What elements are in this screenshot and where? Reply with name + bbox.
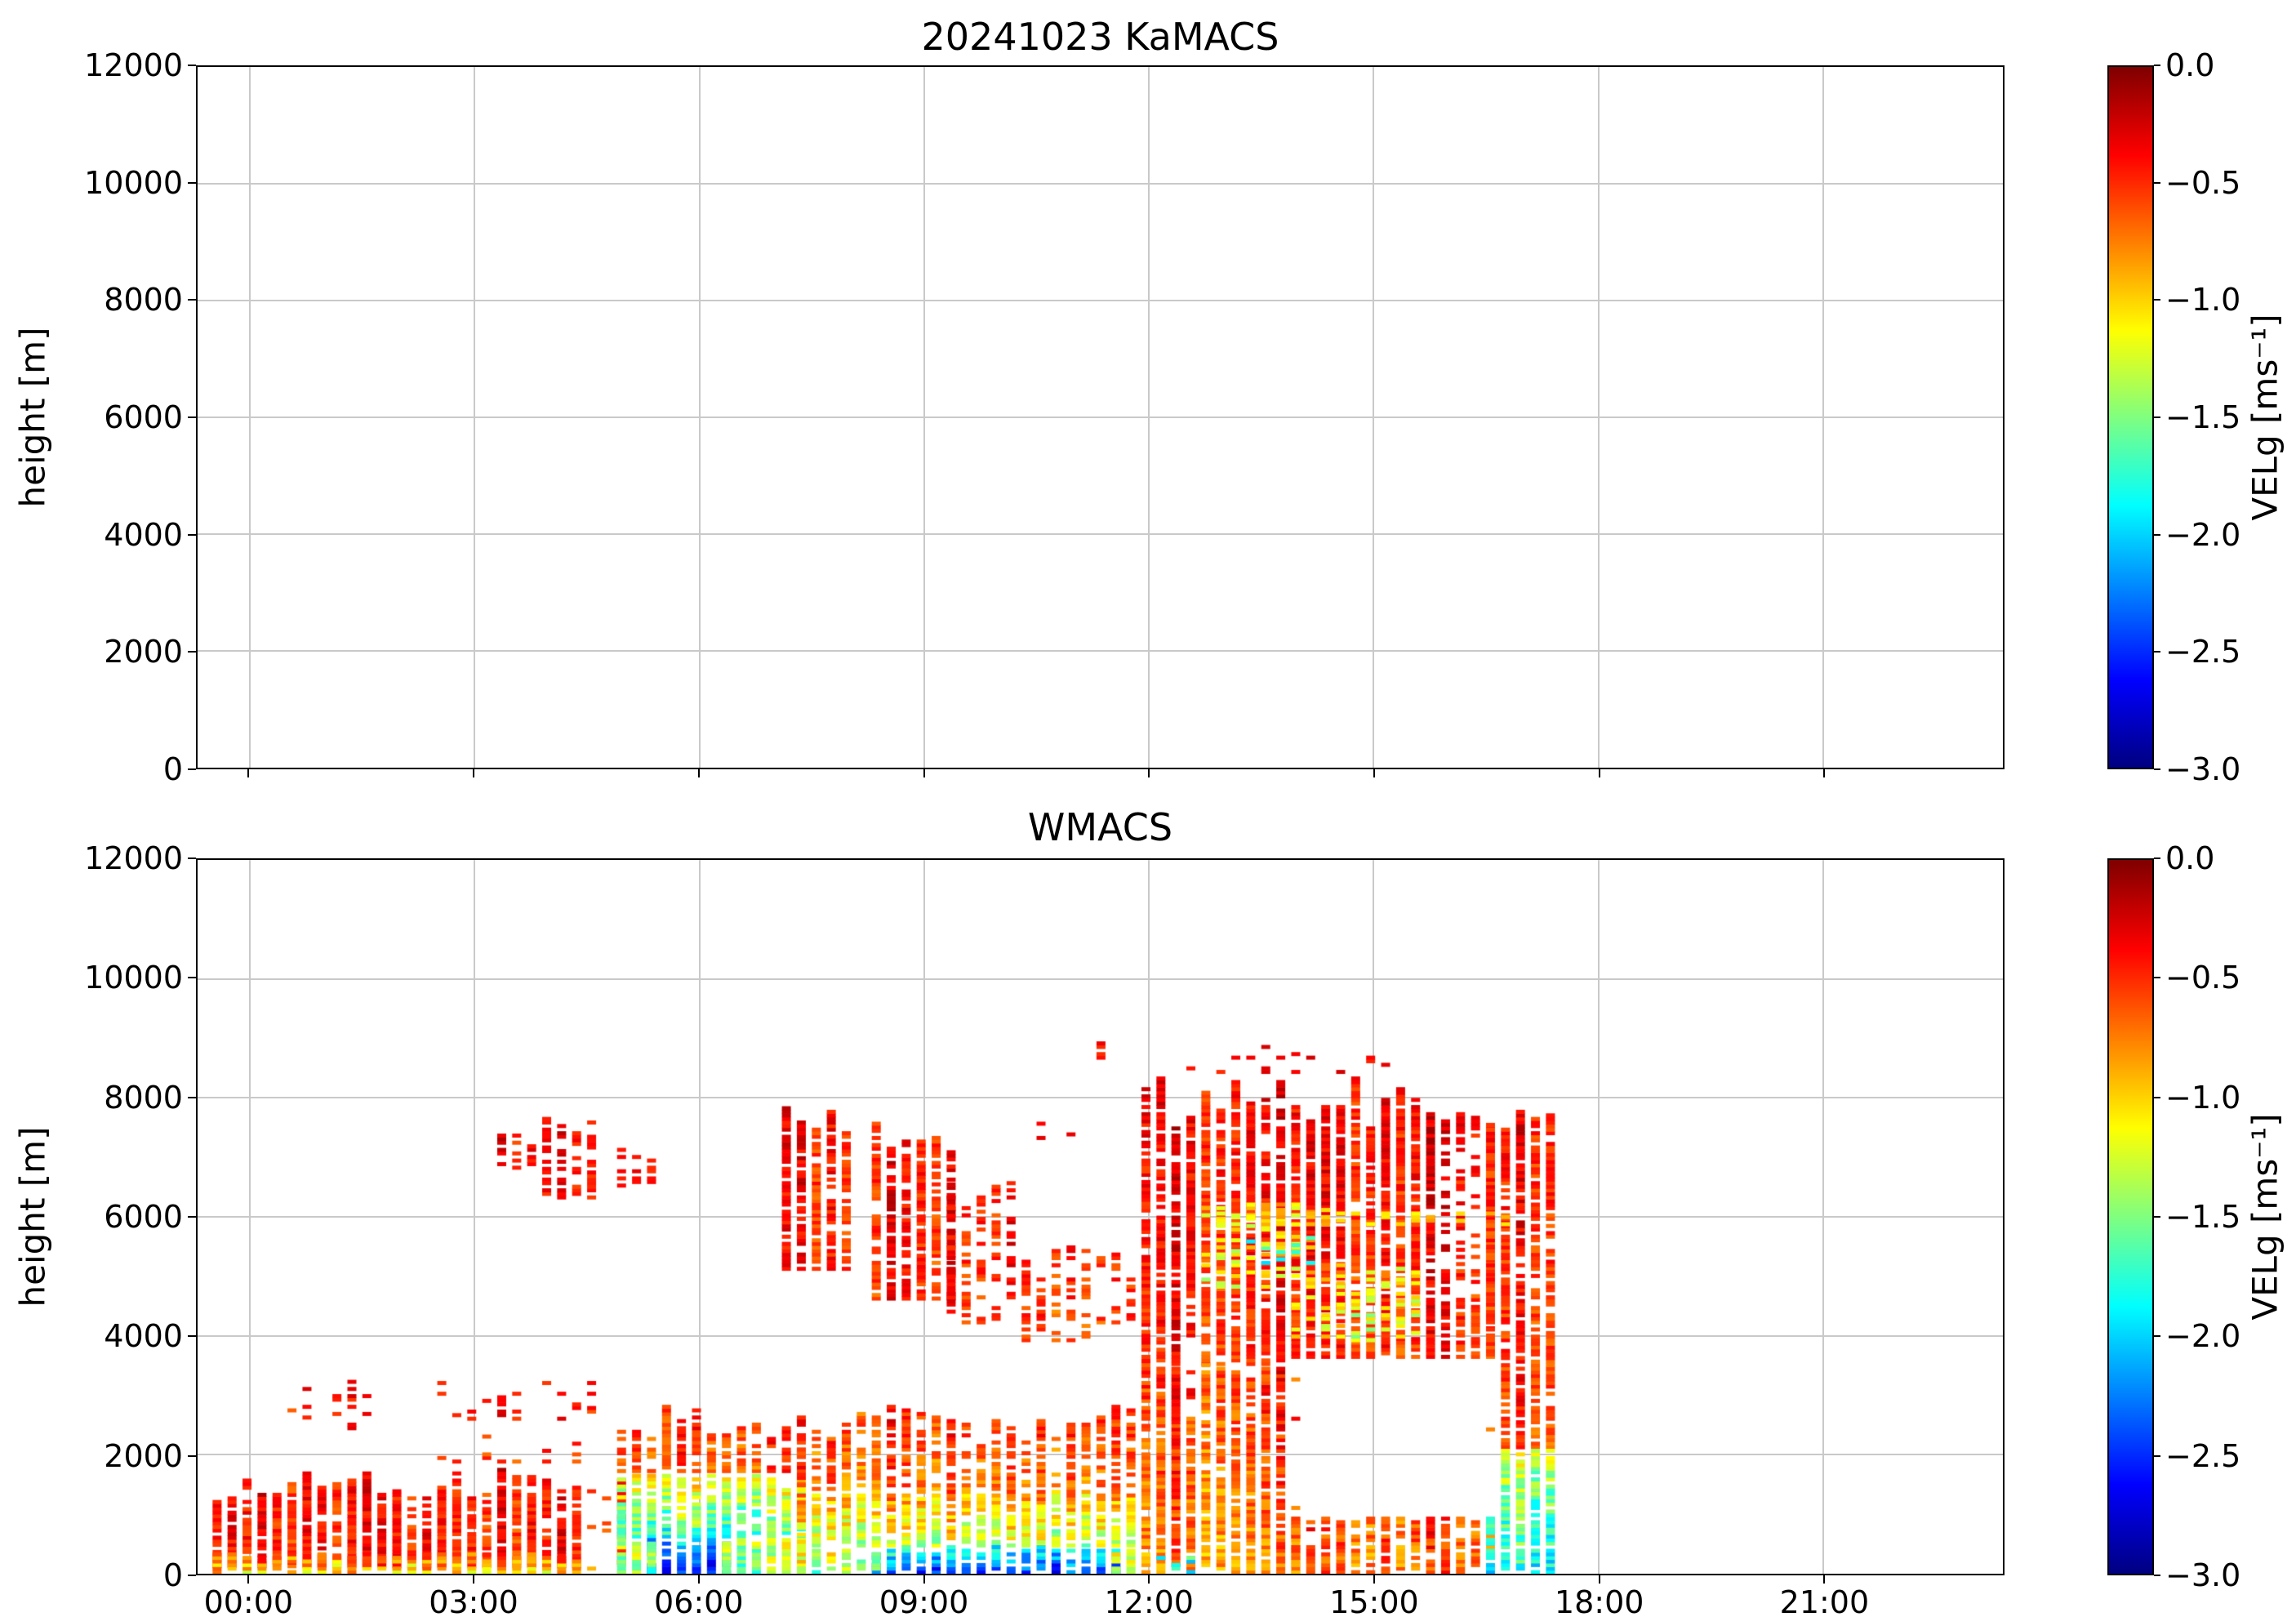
colorbar-tick-label: −0.5 [2165, 960, 2241, 996]
colorbar-tick-label: −0.5 [2165, 164, 2241, 201]
colorbar-tick-label: −1.5 [2165, 1199, 2241, 1235]
colorbar-tick-label: 0.0 [2165, 47, 2215, 83]
y-tick-label: 0 [162, 1557, 183, 1593]
y-tick-mark [188, 1575, 196, 1576]
colorbar-tick-label: −3.0 [2165, 751, 2241, 787]
x-tick-mark [1598, 769, 1600, 777]
colorbar-tick-mark [2154, 858, 2160, 859]
x-tick-mark [247, 769, 250, 777]
colorbar-tick-mark [2154, 1575, 2160, 1576]
colorbar-tick-label: 0.0 [2165, 840, 2215, 876]
x-tick-mark [1373, 1575, 1375, 1584]
colorbar-tick-label: −2.0 [2165, 1318, 2241, 1355]
colorbar-tick-mark [2154, 299, 2160, 301]
x-tick-mark [247, 1575, 250, 1584]
colorbar-gradient-kamacs [2109, 67, 2152, 768]
colorbar-tick-label: −1.0 [2165, 1079, 2241, 1116]
colorbar-tick-label: −2.5 [2165, 1437, 2241, 1474]
x-tick-mark [697, 769, 700, 777]
x-tick-label: 00:00 [203, 1584, 294, 1617]
y-tick-label: 4000 [104, 516, 183, 553]
y-axis-label-kamacs: height [m] [12, 327, 53, 508]
x-tick-mark [923, 769, 925, 777]
y-tick-mark [188, 181, 196, 184]
x-tick-mark [1823, 1575, 1826, 1584]
y-tick-mark [188, 1335, 196, 1338]
y-tick-label: 2000 [104, 1437, 183, 1474]
y-tick-mark [188, 533, 196, 536]
colorbar-tick-mark [2154, 181, 2160, 184]
colorbar-kamacs [2107, 65, 2154, 769]
colorbar-gradient-wmacs [2109, 860, 2152, 1574]
y-tick-label: 12000 [84, 47, 183, 83]
colorbar-tick-mark [2154, 65, 2160, 66]
plot-area-kamacs [196, 65, 2005, 769]
colorbar-tick-mark [2154, 977, 2160, 979]
y-tick-mark [188, 65, 196, 66]
y-tick-mark [188, 1216, 196, 1218]
x-tick-mark [473, 769, 475, 777]
colorbar-tick-label: −2.5 [2165, 634, 2241, 670]
y-tick-label: 2000 [104, 634, 183, 670]
y-tick-label: 6000 [104, 1199, 183, 1235]
x-tick-label: 18:00 [1554, 1584, 1644, 1617]
y-tick-mark [188, 977, 196, 979]
colorbar-tick-mark [2154, 1096, 2160, 1098]
x-tick-label: 06:00 [654, 1584, 744, 1617]
y-axis-label-wmacs: height [m] [12, 1126, 53, 1307]
x-tick-label: 12:00 [1104, 1584, 1194, 1617]
colorbar-tick-label: −1.0 [2165, 282, 2241, 318]
y-tick-label: 8000 [104, 1079, 183, 1116]
y-tick-label: 4000 [104, 1318, 183, 1355]
y-tick-mark [188, 858, 196, 859]
y-tick-mark [188, 416, 196, 418]
y-tick-mark [188, 299, 196, 301]
y-tick-mark [188, 768, 196, 770]
colorbar-tick-mark [2154, 1454, 2160, 1457]
y-tick-label: 10000 [84, 164, 183, 201]
colorbar-tick-mark [2154, 416, 2160, 418]
x-tick-label: 21:00 [1779, 1584, 1870, 1617]
x-tick-mark [1148, 1575, 1150, 1584]
x-tick-mark [923, 1575, 925, 1584]
x-tick-mark [473, 1575, 475, 1584]
x-tick-label: 15:00 [1329, 1584, 1419, 1617]
colorbar-tick-label: −3.0 [2165, 1557, 2241, 1593]
colorbar-wmacs [2107, 858, 2154, 1575]
x-tick-mark [1148, 769, 1150, 777]
panel-title-wmacs: WMACS [1027, 805, 1173, 849]
x-tick-label: 09:00 [879, 1584, 969, 1617]
y-tick-mark [188, 1096, 196, 1098]
colorbar-tick-mark [2154, 1216, 2160, 1218]
colorbar-tick-mark [2154, 768, 2160, 770]
colorbar-tick-label: −1.5 [2165, 399, 2241, 435]
plot-area-wmacs [196, 858, 2005, 1575]
colorbar-tick-mark [2154, 1335, 2160, 1338]
y-tick-mark [188, 1454, 196, 1457]
x-tick-mark [1373, 769, 1375, 777]
x-tick-mark [697, 1575, 700, 1584]
colorbar-tick-label: −2.0 [2165, 516, 2241, 553]
y-tick-label: 10000 [84, 960, 183, 996]
colorbar-tick-mark [2154, 651, 2160, 653]
y-tick-label: 12000 [84, 840, 183, 876]
x-tick-mark [1598, 1575, 1600, 1584]
colorbar-tick-mark [2154, 533, 2160, 536]
y-tick-label: 6000 [104, 399, 183, 435]
kamacs-heatmap-canvas [198, 67, 2003, 768]
wmacs-heatmap-canvas [198, 860, 2003, 1574]
x-tick-label: 03:00 [429, 1584, 518, 1617]
panel-title-kamacs: 20241023 KaMACS [921, 15, 1279, 59]
y-tick-mark [188, 651, 196, 653]
x-tick-mark [1823, 769, 1826, 777]
y-tick-label: 8000 [104, 282, 183, 318]
y-tick-label: 0 [162, 751, 183, 787]
